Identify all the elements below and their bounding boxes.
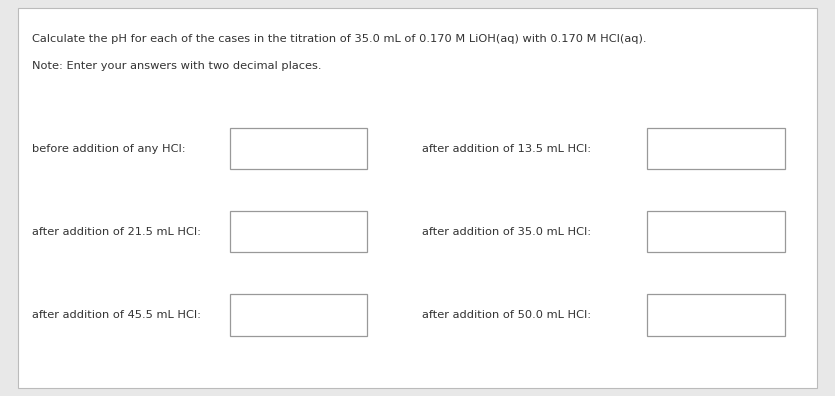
FancyBboxPatch shape	[230, 128, 367, 169]
Text: before addition of any HCl:: before addition of any HCl:	[32, 143, 185, 154]
FancyBboxPatch shape	[230, 211, 367, 253]
FancyBboxPatch shape	[18, 8, 817, 388]
Text: after addition of 21.5 mL HCl:: after addition of 21.5 mL HCl:	[32, 227, 200, 237]
Text: after addition of 35.0 mL HCl:: after addition of 35.0 mL HCl:	[422, 227, 591, 237]
Text: Calculate the pH for each of the cases in the titration of 35.0 mL of 0.170 M Li: Calculate the pH for each of the cases i…	[32, 34, 646, 44]
Text: Note: Enter your answers with two decimal places.: Note: Enter your answers with two decima…	[32, 61, 321, 71]
Text: after addition of 50.0 mL HCl:: after addition of 50.0 mL HCl:	[422, 310, 591, 320]
FancyBboxPatch shape	[647, 294, 785, 335]
FancyBboxPatch shape	[230, 294, 367, 335]
Text: after addition of 13.5 mL HCl:: after addition of 13.5 mL HCl:	[422, 143, 591, 154]
FancyBboxPatch shape	[647, 128, 785, 169]
Text: after addition of 45.5 mL HCl:: after addition of 45.5 mL HCl:	[32, 310, 200, 320]
FancyBboxPatch shape	[647, 211, 785, 253]
